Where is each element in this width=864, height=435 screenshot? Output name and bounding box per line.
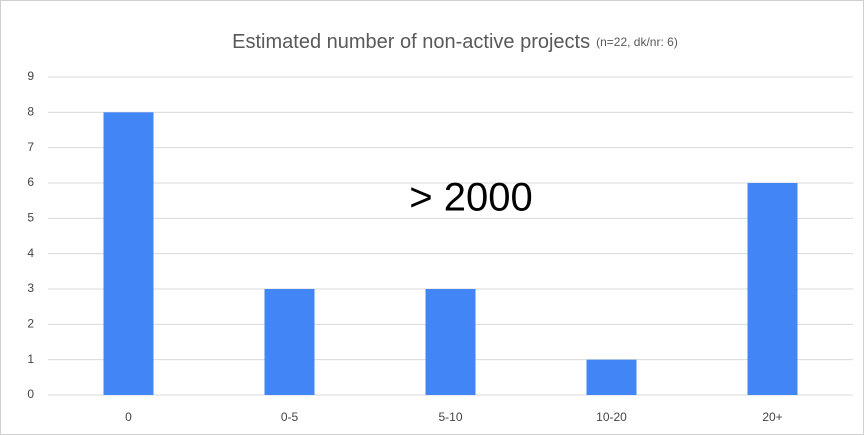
- y-tick-label: 2: [27, 317, 34, 331]
- x-tick-label: 0: [125, 410, 132, 424]
- y-tick-label: 5: [27, 211, 34, 225]
- x-tick-label: 5-10: [438, 410, 462, 424]
- chart-subtitle: (n=22, dk/nr: 6): [596, 35, 678, 49]
- y-tick-label: 3: [27, 281, 34, 295]
- annotation: > 2000: [409, 176, 532, 220]
- x-tick-label: 0-5: [281, 410, 299, 424]
- x-tick-label: 20+: [762, 410, 782, 424]
- y-tick-label: 7: [27, 140, 34, 154]
- bar: [586, 359, 637, 395]
- y-tick-label: 4: [27, 246, 34, 260]
- y-tick-label: 0: [27, 387, 34, 401]
- y-tick-label: 8: [27, 105, 34, 119]
- y-tick-label: 1: [27, 352, 34, 366]
- x-tick-label: 10-20: [596, 410, 627, 424]
- chart-heading: Estimated number of non-active projects (…: [232, 31, 678, 53]
- bar: [425, 289, 476, 395]
- chart-title: Estimated number of non-active projects: [232, 31, 590, 53]
- bar: [747, 183, 798, 395]
- y-tick-label: 6: [27, 175, 34, 189]
- bar: [264, 289, 315, 395]
- bar: [103, 112, 154, 395]
- y-tick-label: 9: [27, 69, 34, 83]
